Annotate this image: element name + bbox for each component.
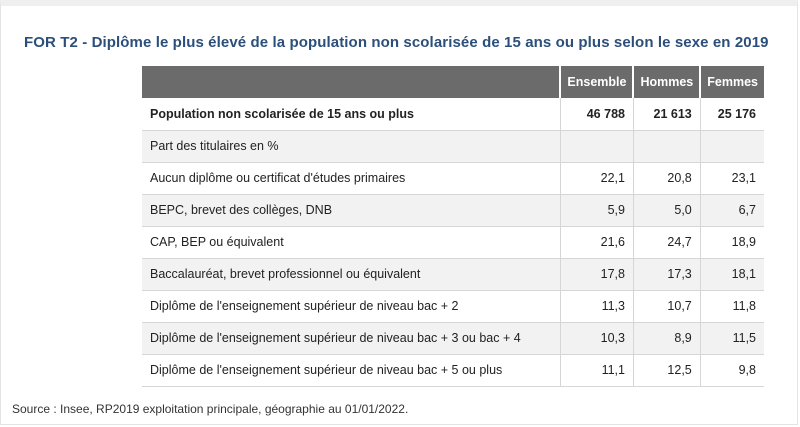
header-ensemble: Ensemble	[559, 66, 634, 98]
cell-value: 17,3	[632, 258, 701, 291]
row-label: Population non scolarisée de 15 ans ou p…	[142, 98, 561, 131]
cell-value: 17,8	[559, 258, 634, 291]
header-hommes: Hommes	[632, 66, 701, 98]
cell-value: 23,1	[699, 162, 764, 195]
cell-value: 22,1	[559, 162, 634, 195]
cell-value: 11,3	[559, 290, 634, 323]
cell-value: 9,8	[699, 354, 764, 387]
cell-value: 18,1	[699, 258, 764, 291]
table-row: Part des titulaires en %	[142, 130, 764, 163]
cell-value: 18,9	[699, 226, 764, 259]
table-row: BEPC, brevet des collèges, DNB 5,9 5,0 6,7	[142, 194, 764, 227]
table-row: Diplôme de l'enseignement supérieur de n…	[142, 290, 764, 323]
cell-value: 12,5	[632, 354, 701, 387]
cell-value: 20,8	[632, 162, 701, 195]
cell-value: 10,7	[632, 290, 701, 323]
cell-value: 5,9	[559, 194, 634, 227]
cell-value	[699, 130, 764, 163]
header-femmes: Femmes	[699, 66, 764, 98]
table-row: Diplôme de l'enseignement supérieur de n…	[142, 354, 764, 387]
cell-value: 24,7	[632, 226, 701, 259]
table-row: Baccalauréat, brevet professionnel ou éq…	[142, 258, 764, 291]
row-label: Baccalauréat, brevet professionnel ou éq…	[142, 258, 561, 291]
table-row: CAP, BEP ou équivalent 21,6 24,7 18,9	[142, 226, 764, 259]
cell-value: 21 613	[632, 98, 701, 131]
table-row: Aucun diplôme ou certificat d'études pri…	[142, 162, 764, 195]
cell-value: 8,9	[632, 322, 701, 355]
source-note: Source : Insee, RP2019 exploitation prin…	[12, 402, 409, 416]
cell-value: 11,5	[699, 322, 764, 355]
header-row: Ensemble Hommes Femmes	[142, 66, 764, 98]
cell-value	[632, 130, 701, 163]
cell-value: 11,8	[699, 290, 764, 323]
row-label: CAP, BEP ou équivalent	[142, 226, 561, 259]
cell-value	[559, 130, 634, 163]
table-row: Population non scolarisée de 15 ans ou p…	[142, 98, 764, 131]
table-title: FOR T2 - Diplôme le plus élevé de la pop…	[24, 34, 769, 51]
cell-value: 5,0	[632, 194, 701, 227]
cell-value: 25 176	[699, 98, 764, 131]
table-row: Diplôme de l'enseignement supérieur de n…	[142, 322, 764, 355]
row-label: Diplôme de l'enseignement supérieur de n…	[142, 354, 561, 387]
row-label: Diplôme de l'enseignement supérieur de n…	[142, 322, 561, 355]
row-label: Aucun diplôme ou certificat d'études pri…	[142, 162, 561, 195]
cell-value: 10,3	[559, 322, 634, 355]
cell-value: 21,6	[559, 226, 634, 259]
row-label: BEPC, brevet des collèges, DNB	[142, 194, 561, 227]
cell-value: 46 788	[559, 98, 634, 131]
row-label: Diplôme de l'enseignement supérieur de n…	[142, 290, 561, 323]
cell-value: 6,7	[699, 194, 764, 227]
row-label: Part des titulaires en %	[142, 130, 561, 163]
data-table: Ensemble Hommes Femmes Population non sc…	[142, 66, 764, 387]
header-stub	[142, 66, 561, 98]
cell-value: 11,1	[559, 354, 634, 387]
